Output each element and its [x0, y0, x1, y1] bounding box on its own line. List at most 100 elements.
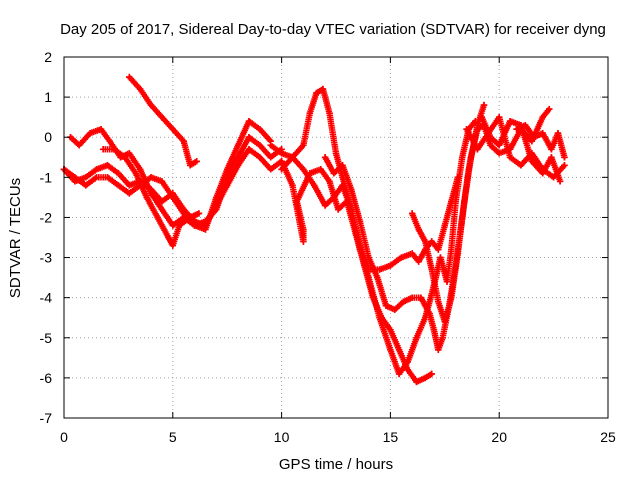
data-point: [413, 334, 420, 341]
data-point: [256, 142, 264, 149]
data-point: [317, 166, 324, 173]
data-point: [147, 101, 155, 109]
data-point: [441, 318, 448, 325]
data-series: [99, 146, 203, 249]
data-point: [561, 162, 568, 169]
y-tick-label: -4: [40, 290, 53, 306]
data-series: [60, 134, 285, 229]
data-point: [428, 238, 435, 245]
y-tick-label: -3: [40, 250, 53, 266]
data-point: [404, 358, 412, 366]
data-point: [82, 174, 89, 181]
data-point: [413, 378, 420, 386]
data-point: [289, 154, 296, 161]
data-point: [187, 214, 194, 221]
data-point: [430, 326, 438, 333]
data-point: [278, 150, 285, 157]
data-point: [478, 113, 485, 121]
data-point: [554, 130, 562, 137]
data-point: [426, 310, 433, 317]
grid: [64, 57, 608, 418]
data-point: [356, 246, 364, 253]
data-point: [256, 126, 264, 133]
data-point: [165, 234, 172, 241]
data-point: [506, 154, 514, 161]
data-point: [267, 154, 274, 161]
data-point: [126, 190, 133, 197]
data-point: [374, 274, 381, 281]
data-points: [60, 73, 568, 386]
data-series: [126, 73, 200, 169]
data-point: [289, 182, 296, 189]
data-point: [121, 154, 129, 161]
data-point: [387, 262, 394, 269]
data-point: [300, 166, 307, 173]
data-point: [180, 138, 187, 145]
data-point: [365, 274, 372, 281]
data-point: [234, 142, 242, 149]
data-point: [321, 202, 329, 209]
data-point: [86, 130, 94, 137]
data-point: [110, 146, 118, 153]
data-point: [546, 105, 553, 113]
y-tick-label: -5: [40, 330, 53, 346]
data-point: [548, 146, 555, 153]
data-point: [93, 166, 100, 173]
data-point: [513, 126, 520, 133]
y-tick-label: 2: [44, 49, 52, 65]
data-point: [459, 154, 466, 161]
data-point: [422, 314, 429, 321]
data-point: [528, 158, 536, 165]
data-point: [496, 142, 503, 149]
axis-ticks: 0 5 10 15 20 25 -7 -6 -5 -4 -3 -2 -1 0 1 2: [40, 49, 616, 445]
data-point: [245, 117, 253, 125]
data-point: [348, 206, 355, 213]
y-tick-label: -1: [40, 169, 53, 185]
data-point: [461, 198, 468, 205]
data-point: [224, 166, 231, 173]
data-point: [428, 266, 435, 273]
data-point: [463, 126, 470, 133]
data-point: [126, 182, 133, 189]
plot-frame: [63, 56, 609, 419]
data-point: [443, 278, 451, 285]
x-tick-label: 20: [491, 429, 507, 445]
data-series: [60, 146, 285, 229]
y-axis-label: SDTVAR / TECUs: [7, 178, 24, 298]
data-point: [319, 85, 327, 93]
x-tick-label: 25: [600, 429, 616, 445]
y-tick-label: -7: [40, 410, 53, 426]
data-point: [158, 178, 166, 185]
data-point: [391, 306, 398, 313]
data-point: [132, 170, 140, 177]
data-point: [143, 194, 150, 201]
y-tick-label: 1: [44, 89, 52, 105]
x-axis-label: GPS time / hours: [279, 456, 393, 473]
data-point: [522, 121, 529, 129]
data-point: [311, 182, 318, 189]
data-point: [365, 254, 372, 261]
data-point: [326, 178, 333, 185]
data-point: [400, 298, 407, 305]
data-point: [300, 142, 307, 149]
data-point: [528, 138, 536, 145]
data-point: [339, 182, 346, 189]
x-tick-label: 5: [169, 429, 177, 445]
data-point: [202, 226, 209, 233]
data-point: [435, 246, 442, 253]
data-point: [474, 126, 481, 133]
data-point: [417, 294, 425, 301]
data-point: [454, 250, 462, 257]
data-point: [313, 89, 320, 97]
data-point: [395, 346, 403, 354]
data-point: [147, 190, 155, 197]
data-point: [339, 162, 346, 169]
data-point: [422, 238, 429, 245]
data-point: [382, 302, 390, 309]
data-point: [428, 370, 435, 378]
data-point: [415, 258, 422, 265]
data-point: [293, 198, 301, 205]
x-tick-label: 10: [274, 429, 290, 445]
data-series: [513, 121, 568, 161]
